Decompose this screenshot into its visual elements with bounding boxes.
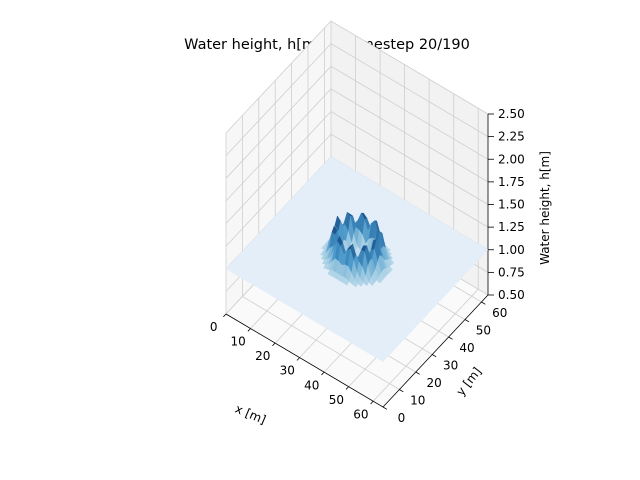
x-tick [272,342,276,347]
tick-marks [223,113,494,410]
x-tick-label: 20 [255,349,270,363]
y-tick-label: 20 [427,376,442,390]
gridline-z [225,88,489,202]
x-tick [345,386,349,390]
x-tick-label: 50 [329,393,344,407]
y-tick-label: 60 [492,306,507,320]
y-tick-label: 50 [476,323,491,337]
z-tick-label: 0.75 [498,265,525,279]
x-tick-label: 10 [231,335,246,349]
y-tick [399,389,404,393]
z-axis-label: Water height, h[m] [538,151,552,265]
y-tick-label: 30 [443,358,458,372]
x-axis-label: x [m] [233,402,268,427]
y-tick [415,371,420,375]
x-tick [223,313,227,318]
y-axis-line [382,294,489,408]
gridline-z [225,43,489,156]
z-tick-label: 1.50 [498,198,525,212]
gridline-z [225,20,489,134]
y-tick-label: 10 [410,393,425,407]
y-tick [464,319,470,323]
x-tick [296,357,300,361]
z-tick-label: 1.75 [498,175,525,189]
gridline-z [225,133,489,247]
x-tick-label: 40 [304,378,319,392]
z-tick-label: 0.50 [498,288,525,302]
x-tick [321,371,325,376]
z-tick-label: 2.50 [498,107,525,121]
x-axis-line [225,313,384,408]
y-tick [481,301,486,305]
gridline-z [225,65,489,179]
x-tick [247,328,251,332]
z-tick-label: 2.25 [498,130,525,144]
y-tick-label: 0 [398,411,406,425]
surface-patch [379,357,386,363]
y-tick-label: 40 [459,341,474,355]
x-tick-label: 30 [280,364,295,378]
y-tick [448,336,453,340]
x-tick [370,400,374,405]
water-surface [225,156,489,363]
gridline-z [225,110,489,224]
x-tick-label: 60 [353,407,368,421]
z-tick-label: 1.25 [498,220,525,234]
x-tick-label: 0 [210,320,218,334]
y-tick [382,406,388,410]
y-tick [432,354,437,358]
z-tick-label: 2.00 [498,152,525,166]
z-tick-label: 1.00 [498,243,525,257]
